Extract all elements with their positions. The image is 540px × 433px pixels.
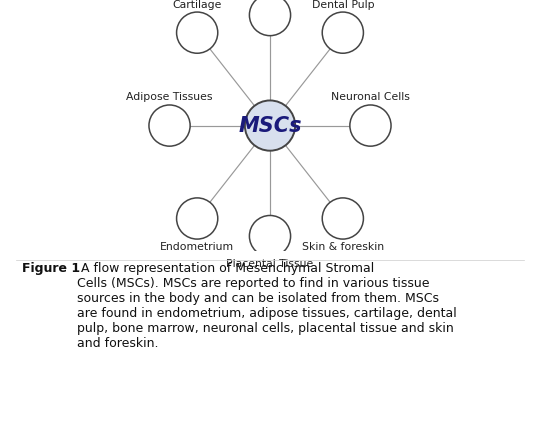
Circle shape: [249, 0, 291, 36]
Circle shape: [177, 12, 218, 53]
Text: Cartilage: Cartilage: [172, 0, 222, 10]
Text: Placental Tissue: Placental Tissue: [226, 259, 314, 269]
Text: Endometrium: Endometrium: [160, 242, 234, 252]
Circle shape: [322, 12, 363, 53]
Text: MSCs: MSCs: [238, 116, 302, 136]
Circle shape: [249, 216, 291, 257]
Text: Neuronal Cells: Neuronal Cells: [331, 93, 410, 103]
Circle shape: [350, 105, 391, 146]
Circle shape: [322, 198, 363, 239]
Text: Figure 1: Figure 1: [22, 262, 80, 275]
Text: A flow representation of Mesenchymal Stromal
Cells (MSCs). MSCs are reported to : A flow representation of Mesenchymal Str…: [77, 262, 457, 350]
Circle shape: [177, 198, 218, 239]
Text: Skin & foreskin: Skin & foreskin: [302, 242, 384, 252]
Text: Adipose Tissues: Adipose Tissues: [126, 93, 213, 103]
Text: Dental Pulp: Dental Pulp: [312, 0, 374, 10]
Circle shape: [245, 100, 295, 151]
Circle shape: [149, 105, 190, 146]
